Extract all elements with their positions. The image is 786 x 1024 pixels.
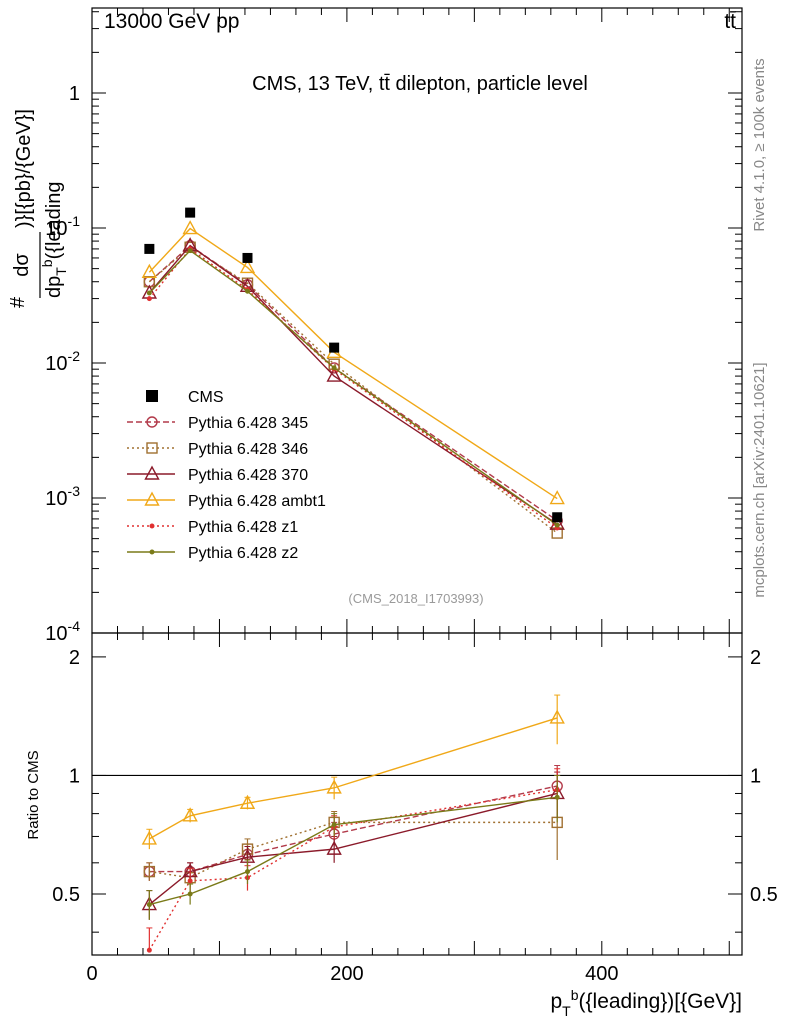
series-line: [148, 246, 558, 534]
svg-text:)}[{pb}/{GeV}]: )}[{pb}/{GeV}]: [13, 109, 35, 228]
y-axis-label-top: # dσ dpTb({leading )}[{pb}/{GeV}]: [7, 109, 69, 308]
ratio-series-line: [149, 796, 558, 906]
ratio-point: [143, 865, 156, 878]
ratio-point: [187, 878, 193, 884]
series-point: [187, 248, 193, 254]
series-point: [554, 522, 560, 528]
y-tick-label-top: 10-2: [45, 348, 80, 375]
y-tick-label-top: 10-1: [45, 213, 80, 240]
series-point: [549, 490, 565, 505]
x-tick-label: 0: [86, 963, 97, 985]
legend-marker: [146, 416, 158, 428]
legend-marker: [144, 465, 160, 480]
series-5: [146, 248, 560, 528]
ratio-point: [146, 947, 152, 953]
y-axis-label-ratio: Ratio to CMS: [25, 750, 42, 839]
ratio-series-line: [149, 785, 558, 873]
ratio-series-line: [148, 789, 558, 951]
source-label: mcplots.cern.ch [arXiv:2401.10621]: [751, 362, 768, 597]
series-point: [326, 367, 342, 382]
ratio-point: [331, 822, 337, 828]
data-series: [144, 207, 563, 523]
ratio-y-tick-label: 0.5: [52, 884, 80, 906]
series-point: [239, 259, 256, 274]
ratio-point: [549, 709, 565, 724]
y-tick-label-top: 1: [69, 83, 80, 105]
data-point: [329, 342, 340, 353]
series-point: [146, 290, 152, 296]
ratio-series-line: [149, 821, 558, 879]
ratio-y-tick-label: 2: [69, 647, 80, 669]
svg-text:dσ: dσ: [11, 253, 33, 277]
legend-label: Pythia 6.428 z1: [188, 519, 298, 536]
series-line: [148, 227, 558, 500]
svg-text:dpTb({leading: dpTb({leading: [39, 182, 69, 298]
legend-label: Pythia 6.428 346: [188, 441, 308, 458]
ratio-series-3: [141, 694, 565, 850]
ratio-point: [187, 891, 193, 897]
ratio-point: [239, 794, 256, 809]
ratio-point: [141, 830, 158, 845]
ratio-panel-frame: [91, 632, 743, 956]
ratio-point: [244, 869, 250, 875]
y-tick-label-top: 10-4: [45, 618, 80, 645]
legend-marker: [149, 549, 155, 555]
watermark: (CMS_2018_I1703993): [348, 591, 483, 606]
x-tick-label: 200: [330, 963, 363, 985]
svg-text:#: #: [7, 296, 29, 308]
top-panel-frame: [91, 7, 743, 634]
rivet-version-label: Rivet 4.1.0, ≥ 100k events: [751, 58, 768, 231]
ratio-series-4: [146, 768, 561, 953]
legend-marker: [146, 390, 158, 402]
legend-label: Pythia 6.428 370: [188, 467, 308, 484]
ratio-series-5: [146, 774, 561, 920]
ratio-point: [326, 779, 342, 794]
legend-marker: [144, 491, 160, 506]
series-line: [148, 244, 558, 522]
data-point: [185, 207, 196, 218]
ratio-y-tick-label: 0.5: [750, 884, 778, 906]
ratio-y-tick-label: 2: [750, 647, 761, 669]
legend: CMS Pythia 6.428 345 Pythia 6.428 346 Pythi…: [127, 389, 326, 562]
ratio-point: [326, 840, 342, 855]
y-tick-label-top: 10-3: [45, 483, 80, 510]
legend-marker: [146, 442, 158, 454]
data-point: [144, 243, 155, 254]
x-axis-label: pTb({leading})[{GeV}]: [550, 987, 742, 1019]
series-point: [244, 288, 250, 294]
ratio-series-line: [148, 792, 558, 906]
ratio-series-1: [143, 791, 563, 888]
legend-label: CMS: [188, 389, 224, 406]
legend-label: Pythia 6.428 z2: [188, 545, 298, 562]
ratio-series-2: [141, 771, 565, 920]
legend-marker: [149, 523, 155, 529]
series-point: [146, 296, 152, 302]
ratio-point: [182, 807, 198, 822]
ratio-point: [554, 794, 560, 800]
series-3: [141, 220, 565, 505]
chart-title: CMS, 13 TeV, tt̄ dilepton, particle leve…: [252, 73, 588, 95]
ratio-point: [146, 902, 152, 908]
x-tick-label: 400: [585, 963, 618, 985]
data-point: [242, 252, 253, 263]
series-point: [182, 220, 198, 235]
data-point: [552, 512, 563, 523]
ratio-series-0: [143, 764, 563, 881]
series-line: [148, 244, 558, 525]
legend-label: Pythia 6.428 345: [188, 415, 308, 432]
ratio-series-line: [149, 717, 558, 840]
legend-label: Pythia 6.428 ambt1: [188, 493, 326, 510]
header-right: tt̄: [724, 10, 736, 33]
series-point: [141, 263, 158, 278]
ratio-y-tick-label: 1: [69, 765, 80, 787]
header-left: 13000 GeV pp: [104, 10, 239, 33]
ratio-y-tick-label: 1: [750, 765, 761, 787]
series-point: [331, 365, 337, 371]
